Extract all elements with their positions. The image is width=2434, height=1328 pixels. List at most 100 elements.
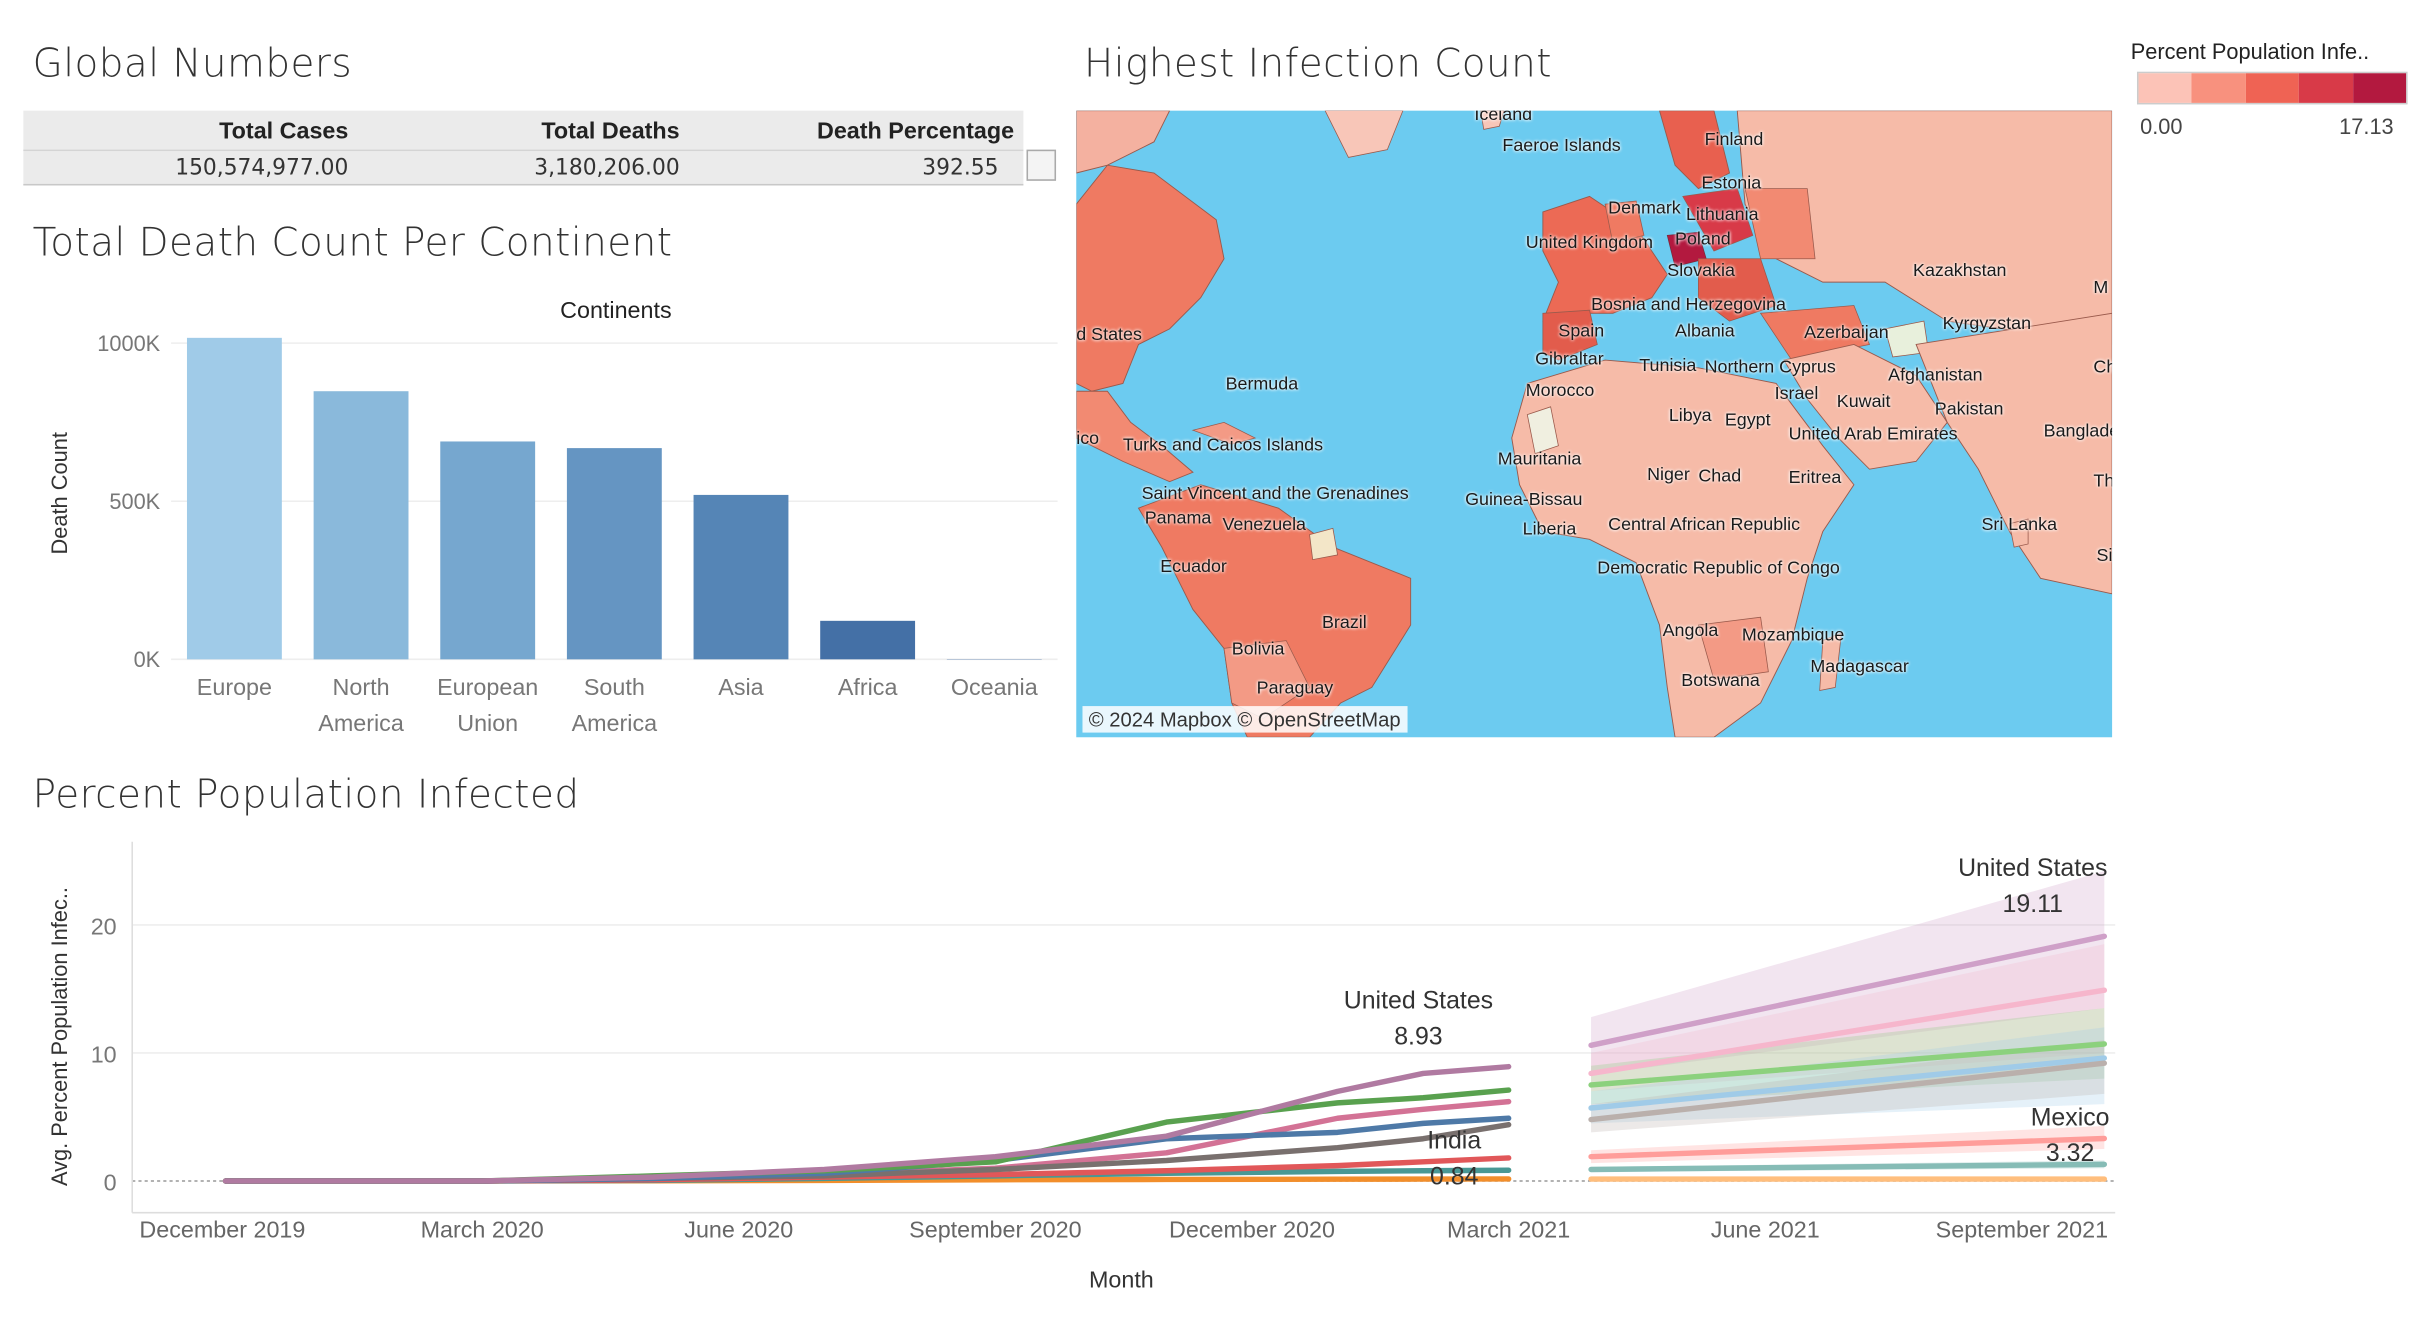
- map-shape-sri-lanka: [2008, 518, 2029, 548]
- map-label-43: Democratic Republic of Congo: [1597, 559, 1840, 579]
- value-total-cases: 150,574,977.00: [175, 155, 349, 181]
- map-label-5: Lithuania: [1685, 205, 1759, 225]
- map-label-23: Kuwait: [1836, 392, 1891, 412]
- map-label-33: Chad: [1698, 467, 1742, 487]
- map-label-4: Denmark: [1608, 199, 1681, 219]
- map-label-11: Spain: [1558, 322, 1605, 342]
- map-shape-ukraine: [1744, 188, 1816, 260]
- map-label-30: Turks and Caicos Islands: [1122, 436, 1324, 456]
- bar-x-tick-label: Africa: [838, 674, 898, 700]
- map-shape-iceland: [1480, 110, 1505, 130]
- map-label-48: Madagascar: [1810, 657, 1909, 677]
- map-label-2: Finland: [1704, 130, 1764, 150]
- map-label-25: Libya: [1668, 406, 1712, 426]
- map-shape-madagascar: [1819, 632, 1842, 691]
- line-x-tick-label: September 2021: [1936, 1217, 2108, 1243]
- annotation-value: 19.11: [2003, 890, 2063, 918]
- map-label-15: d States: [1076, 325, 1142, 345]
- line-x-tick-label: June 2020: [684, 1217, 793, 1243]
- bar-europe: [186, 337, 282, 660]
- death-count-title: Total Death Count Per Continent: [32, 219, 673, 265]
- forecast-line-6: [1588, 1161, 2108, 1173]
- map-shape-africa: [1511, 359, 1855, 738]
- percent-infected-title: Percent Population Infected: [32, 771, 580, 817]
- map-label-18: Northern Cyprus: [1704, 358, 1836, 378]
- death-count-bar-chart: Continents 0K 500K 1000K Death Count Europe No…: [47, 297, 1058, 736]
- map-label-52: Ch: [2093, 358, 2112, 378]
- legend-color-scale[interactable]: [2136, 71, 2408, 105]
- legend-title: Percent Population Infe..: [2130, 38, 2370, 64]
- bar-x-tick-label: South: [584, 674, 645, 700]
- annotation-label: India: [1427, 1127, 1481, 1155]
- map-label-19: Afghanistan: [1888, 366, 1983, 385]
- map-label-17: Tunisia: [1639, 356, 1697, 376]
- annotation-label: Mexico: [2031, 1103, 2110, 1131]
- map-label-20: Bermuda: [1225, 375, 1299, 395]
- bar-x-tick-label: Union: [457, 710, 518, 736]
- map-label-44: Brazil: [1322, 614, 1367, 633]
- series-line-7: [222, 1063, 1512, 1184]
- legend-swatch-4: [2352, 73, 2407, 103]
- map-shape-balkans: [1697, 258, 1777, 322]
- world-map-shapes: [1076, 110, 2113, 738]
- map-label-50: Botswana: [1681, 671, 1760, 691]
- map-shape-cuba: [1191, 421, 1257, 445]
- header-death-percentage[interactable]: Death Percentage: [816, 118, 1015, 145]
- map-label-6: United Kingdom: [1525, 233, 1654, 253]
- map-shape-spain: [1542, 309, 1598, 361]
- forecast-line-5: [1588, 1135, 2108, 1160]
- bar-x-tick-label: Oceania: [951, 674, 1038, 700]
- annotation-value: 8.93: [1394, 1022, 1442, 1050]
- line-x-tick-label: December 2019: [139, 1217, 305, 1243]
- map-label-32: Niger: [1647, 466, 1690, 485]
- map-attribution[interactable]: © 2024 Mapbox © OpenStreetMap: [1082, 706, 1407, 733]
- header-total-cases[interactable]: Total Cases: [219, 118, 349, 145]
- map-label-24: Pakistan: [1934, 400, 2004, 420]
- map-label-3: Estonia: [1701, 174, 1762, 194]
- line-y-axis-label: Avg. Percent Population Infec..: [47, 887, 72, 1186]
- forecast-band-4: [1591, 1040, 2105, 1133]
- map-shape-south-africa-region: [1697, 616, 1769, 681]
- legend-max: 17.13: [2339, 113, 2394, 139]
- map-label-51: M: [2093, 279, 2109, 298]
- legend-swatch-1: [2192, 73, 2246, 103]
- annotation-label: United States: [1344, 986, 1493, 1014]
- map-label-16: Gibraltar: [1535, 350, 1604, 370]
- bar-africa: [820, 620, 916, 660]
- map-label-46: Mozambique: [1741, 626, 1845, 646]
- map-label-13: Azerbaijan: [1804, 324, 1889, 343]
- map-label-35: Saint Vincent and the Grenadines: [1141, 484, 1409, 504]
- header-total-deaths[interactable]: Total Deaths: [541, 118, 680, 145]
- line-x-tick-label: March 2021: [1447, 1217, 1570, 1243]
- bar-x-tick-label: Europe: [197, 674, 272, 700]
- map-shape-south-asia: [1915, 312, 2113, 595]
- scrollbar-box[interactable]: [1026, 149, 1057, 181]
- bar-x-tick-label: Asia: [718, 674, 763, 700]
- map-shape-guyana: [1309, 527, 1339, 561]
- percent-infected-line-chart: 0 10 20 Avg. Percent Population Infec.. Mont…: [47, 841, 2116, 1292]
- infection-map-title: Highest Infection Count: [1084, 40, 1552, 86]
- map-shape-baltics: [1682, 188, 1754, 252]
- map-shape-greenland: [1324, 110, 1404, 158]
- map-label-28: Banglades: [2043, 422, 2112, 442]
- line-x-tick-label: June 2021: [1711, 1217, 1820, 1243]
- annotation-value: 0.84: [1430, 1163, 1479, 1191]
- map-label-8: Slovakia: [1667, 261, 1735, 281]
- map-label-41: Sri Lanka: [1981, 515, 2058, 535]
- legend-min: 0.00: [2140, 113, 2183, 139]
- line-x-tick-label: September 2020: [909, 1217, 1081, 1243]
- map-label-22: Israel: [1774, 384, 1819, 404]
- annotation-label: United States: [1958, 854, 2107, 882]
- map-label-31: Mauritania: [1497, 450, 1582, 470]
- bar-y-tick-label: 1000K: [97, 331, 160, 356]
- forecast-band-0: [1591, 871, 2105, 1075]
- global-numbers-row[interactable]: 150,574,977.00 3,180,206.00 392.55: [23, 151, 1024, 186]
- infection-map[interactable]: Iceland Faeroe Islands Finland Estonia D…: [1076, 110, 2113, 738]
- bar-x-tick-label: North: [333, 674, 390, 700]
- bar-x-tick-label: America: [572, 710, 658, 736]
- map-label-7: Poland: [1675, 230, 1731, 250]
- bar-european-union: [440, 441, 536, 660]
- map-shape-middle-east: [1783, 343, 1948, 470]
- line-x-axis-label: Month: [1089, 1266, 1154, 1292]
- forecast-band-3: [1591, 1027, 2105, 1124]
